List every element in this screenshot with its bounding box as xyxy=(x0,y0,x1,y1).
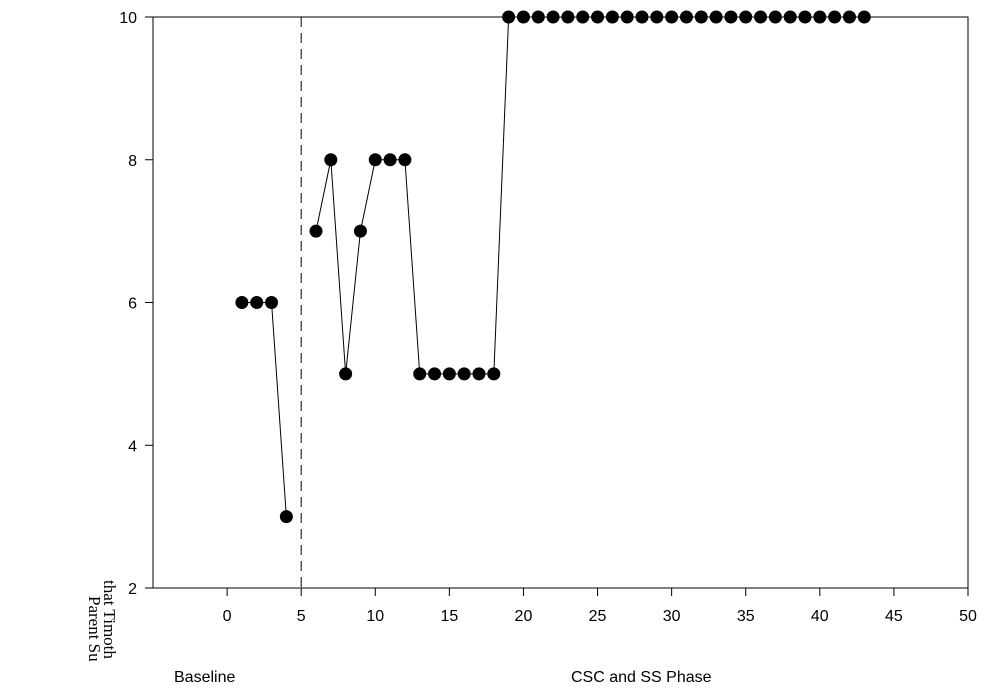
series-lines-group xyxy=(241,16,865,517)
y-tick-label: 10 xyxy=(119,10,137,27)
x-tick-label: 20 xyxy=(515,608,533,625)
data-point xyxy=(398,153,412,167)
x-tick-label: 35 xyxy=(737,608,755,625)
data-point xyxy=(487,367,501,381)
data-point xyxy=(413,367,427,381)
phase-labels-group: Baseline CSC and SS Phase xyxy=(174,669,712,686)
y-tick-label: 8 xyxy=(128,153,137,170)
data-point xyxy=(383,153,397,167)
x-tick-label: 25 xyxy=(589,608,607,625)
side-text-line-1: that Timoth xyxy=(100,580,119,659)
x-tick-label: 15 xyxy=(440,608,458,625)
side-text-line-2: Parent Su xyxy=(85,596,104,662)
data-point xyxy=(309,224,323,238)
data-point xyxy=(368,153,382,167)
phase-label-baseline: Baseline xyxy=(174,669,235,686)
x-tick-label: 10 xyxy=(366,608,384,625)
data-point xyxy=(353,224,367,238)
y-tick-label: 6 xyxy=(128,296,137,313)
data-point xyxy=(442,367,456,381)
data-point xyxy=(339,367,353,381)
data-point xyxy=(235,296,249,309)
x-tick-label: 30 xyxy=(663,608,681,625)
x-tick-label: 50 xyxy=(959,608,977,625)
data-point xyxy=(265,296,279,309)
series-line xyxy=(241,302,287,517)
data-point xyxy=(472,367,486,381)
x-tick-label: 5 xyxy=(297,608,306,625)
phase-label-treatment: CSC and SS Phase xyxy=(571,669,712,686)
data-point xyxy=(457,367,471,381)
data-point xyxy=(428,367,442,381)
ticks-group: 0 5 10 15 20 25 30 35 40 45 50 2 4 6 8 10 xyxy=(119,10,977,625)
y-tick-label: 2 xyxy=(128,581,137,598)
data-point xyxy=(250,296,264,309)
data-point xyxy=(279,510,293,524)
y-tick-label: 4 xyxy=(128,438,137,455)
series-line xyxy=(315,16,865,375)
data-point xyxy=(324,153,338,167)
markers-group xyxy=(235,10,871,524)
x-tick-label: 0 xyxy=(223,608,232,625)
x-tick-label: 45 xyxy=(885,608,903,625)
x-tick-label: 40 xyxy=(811,608,829,625)
